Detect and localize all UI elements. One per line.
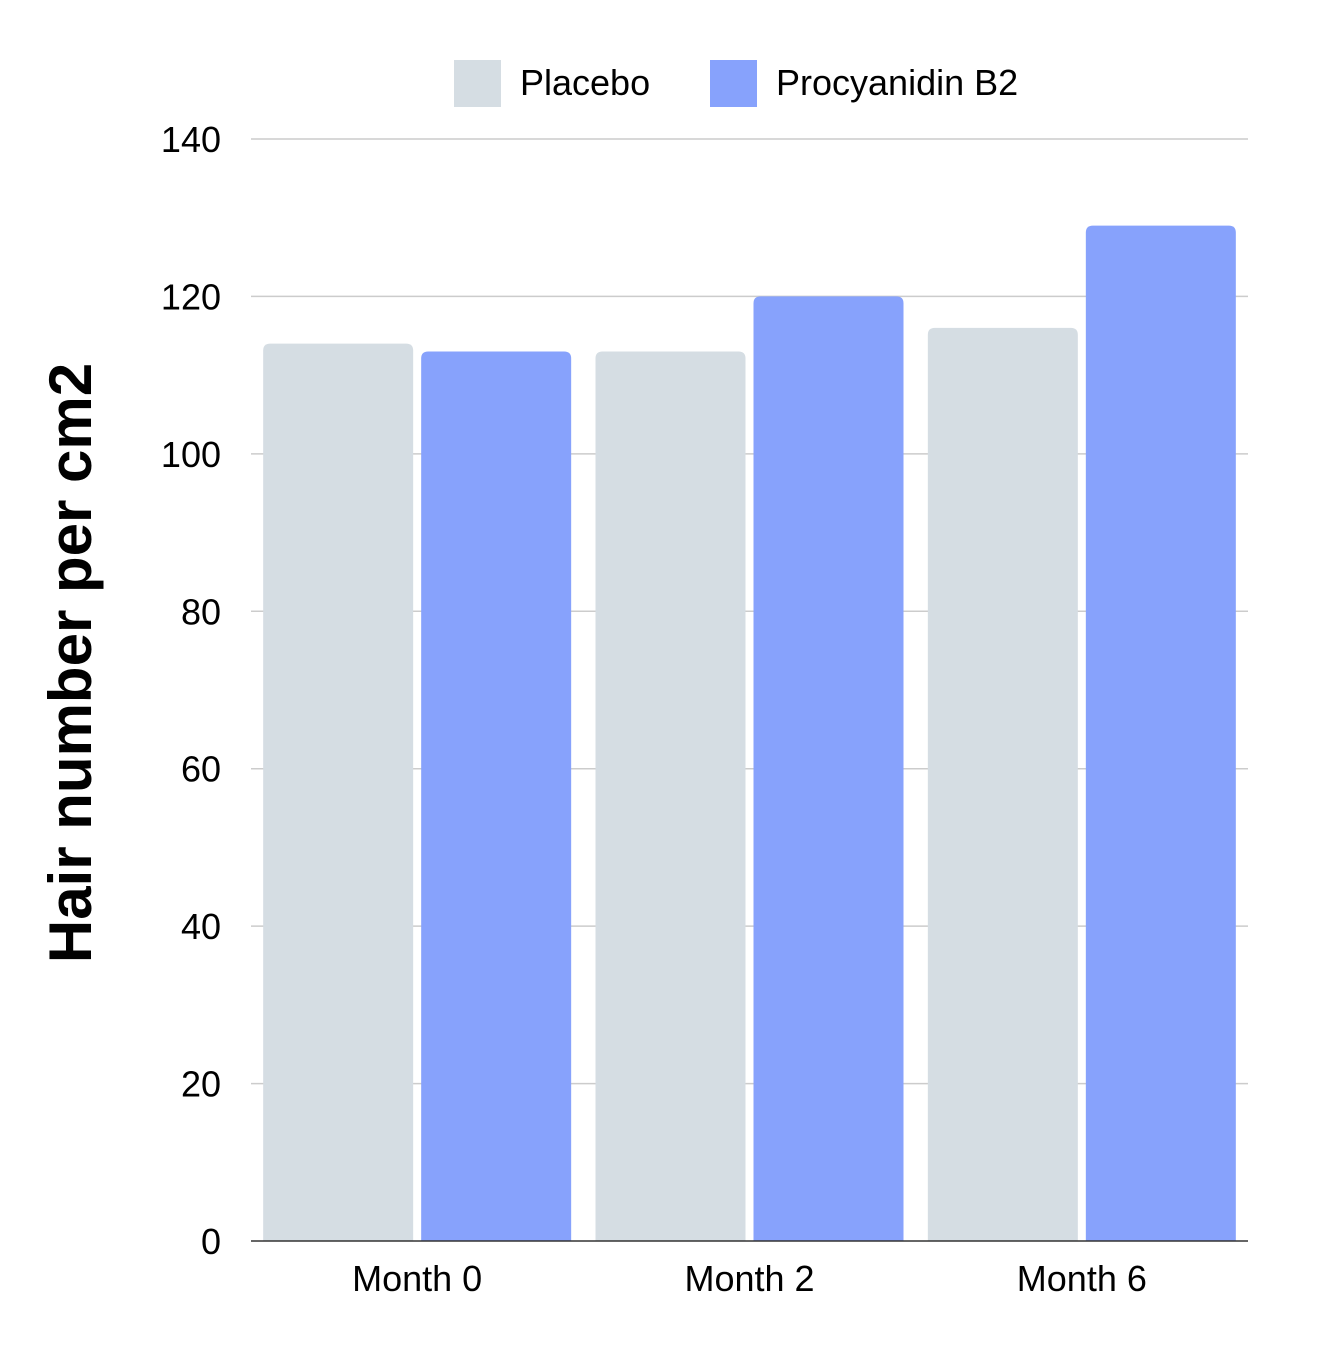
legend-label-procyanidin-b2: Procyanidin B2: [776, 62, 1018, 103]
y-tick-label: 60: [181, 749, 221, 790]
x-tick-label: Month 6: [1017, 1258, 1147, 1299]
gridlines: [251, 138, 1248, 1085]
legend-swatch-placebo: [454, 60, 501, 107]
y-tick-label: 120: [161, 276, 221, 317]
bar-placebo-month-0: [263, 343, 414, 1242]
legend-swatch-procyanidin-b2: [710, 60, 757, 107]
y-axis-label: Hair number per cm2: [37, 363, 104, 963]
bar-placebo-month-6: [927, 327, 1078, 1241]
y-tick-label: 80: [181, 591, 221, 632]
bar-placebo-month-2: [595, 351, 746, 1241]
y-tick-label: 100: [161, 434, 221, 475]
y-tick-label: 0: [201, 1221, 221, 1262]
y-tick-label: 140: [161, 119, 221, 160]
y-tick-label: 20: [181, 1064, 221, 1105]
x-tick-label: Month 2: [684, 1258, 814, 1299]
bars: [263, 225, 1236, 1242]
x-tick-label: Month 0: [352, 1258, 482, 1299]
bar-procyanidin-b2-month-2: [753, 296, 904, 1241]
y-tick-label: 40: [181, 906, 221, 947]
y-axis-ticks: 0 20 40 60 80 100 120 140: [161, 119, 221, 1262]
bar-procyanidin-b2-month-0: [421, 351, 572, 1241]
bar-procyanidin-b2-month-6: [1085, 225, 1236, 1242]
legend-label-placebo: Placebo: [520, 62, 650, 103]
x-axis-ticks: Month 0 Month 2 Month 6: [352, 1258, 1147, 1299]
legend: Placebo Procyanidin B2: [454, 60, 1018, 107]
